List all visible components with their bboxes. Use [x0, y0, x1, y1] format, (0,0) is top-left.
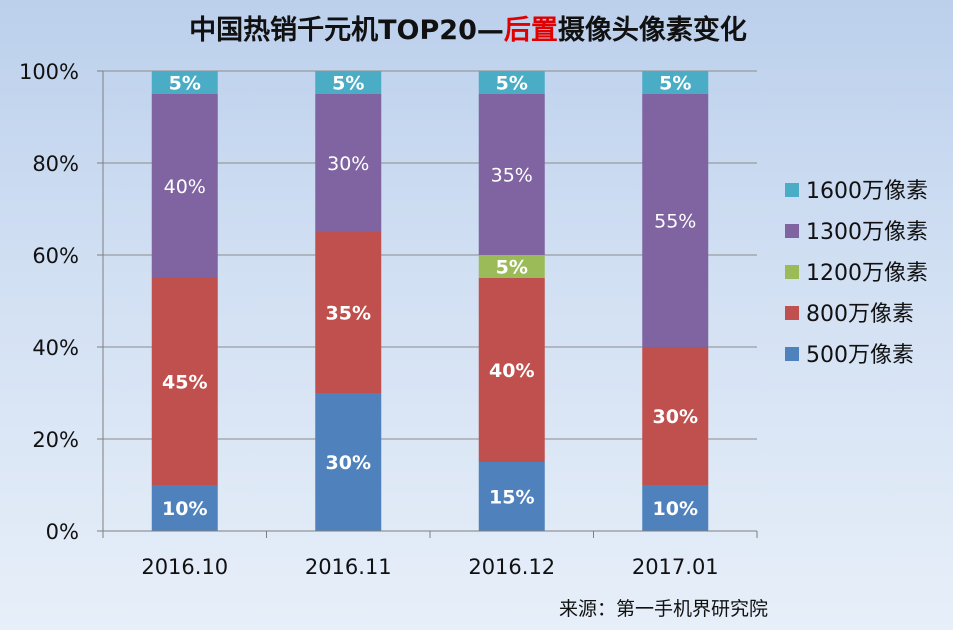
data-label: 15% — [489, 487, 534, 509]
data-label: 5% — [332, 73, 364, 95]
y-tick-label: 80% — [32, 152, 79, 176]
x-tick-label: 2017.01 — [632, 555, 719, 579]
legend: 1600万像素 1300万像素 1200万像素 800万像素 500万像素 — [785, 179, 928, 368]
data-label: 30% — [326, 452, 371, 474]
legend-label: 1300万像素 — [806, 220, 928, 245]
bar-segment — [315, 94, 382, 232]
data-label: 30% — [327, 153, 369, 175]
legend-label: 1200万像素 — [806, 261, 928, 286]
bar-segment — [642, 71, 709, 94]
legend-label: 500万像素 — [806, 343, 914, 368]
x-tick-label: 2016.12 — [468, 555, 555, 579]
y-tick-label: 40% — [32, 336, 79, 360]
legend-label: 800万像素 — [806, 302, 914, 327]
data-label: 40% — [489, 360, 534, 382]
bar-segment — [151, 485, 218, 531]
data-label: 55% — [654, 211, 696, 233]
chart-title-part-1: 后置 — [504, 15, 558, 46]
chart-title: 中国热销千元机TOP20—后置摄像头像素变化 — [189, 14, 747, 46]
data-label: 45% — [162, 372, 207, 394]
bar-segment — [151, 94, 218, 278]
legend-label: 1600万像素 — [806, 179, 928, 204]
bar-segment — [151, 278, 218, 485]
y-tick-label: 60% — [32, 244, 79, 268]
bar-segment — [478, 462, 545, 531]
y-tick-label: 100% — [19, 60, 79, 84]
data-label: 35% — [326, 303, 371, 325]
data-labels: 10% 45% 40% 5% 30% 35% 30% 5% 15% 40% 5% 35% 5% 10% 30… — [162, 73, 698, 521]
legend-swatch — [785, 306, 799, 320]
chart-title-part-2: 摄像头像素变化 — [558, 14, 747, 46]
data-label: 5% — [496, 257, 528, 279]
legend-swatch — [785, 347, 799, 361]
bar-segment — [478, 71, 545, 94]
source-note: 来源：第一手机界研究院 — [559, 598, 768, 620]
data-label: 5% — [496, 73, 528, 95]
x-tick-label: 2016.10 — [141, 555, 228, 579]
bar-segment — [642, 94, 709, 347]
bar-segment — [478, 278, 545, 462]
legend-swatch — [785, 265, 799, 279]
y-tick-label: 20% — [32, 428, 79, 452]
legend-swatch — [785, 183, 799, 197]
data-label: 40% — [164, 176, 206, 198]
data-label: 5% — [659, 73, 691, 95]
bar-segment — [642, 485, 709, 531]
x-tick-label: 2016.11 — [305, 555, 392, 579]
bar-segment — [642, 347, 709, 485]
y-tick-label: 0% — [46, 520, 79, 544]
chart-title-part-0: 中国热销千元机TOP20— — [189, 15, 504, 46]
data-label: 10% — [653, 498, 698, 520]
legend-swatch — [785, 224, 799, 238]
data-label: 30% — [653, 406, 698, 428]
bar-segment — [151, 71, 218, 94]
data-label: 35% — [491, 165, 533, 187]
axes: 0% 20% 40% 60% 80% 100% 2016.10 2016.11 2016.12 2… — [19, 60, 758, 579]
bar-segment — [315, 393, 382, 531]
bar-segment — [478, 255, 545, 278]
data-label: 5% — [169, 73, 201, 95]
bar-segment — [478, 94, 545, 255]
bar-segment — [315, 232, 382, 393]
bars — [151, 71, 709, 531]
bar-segment — [315, 71, 382, 94]
data-label: 10% — [162, 498, 207, 520]
